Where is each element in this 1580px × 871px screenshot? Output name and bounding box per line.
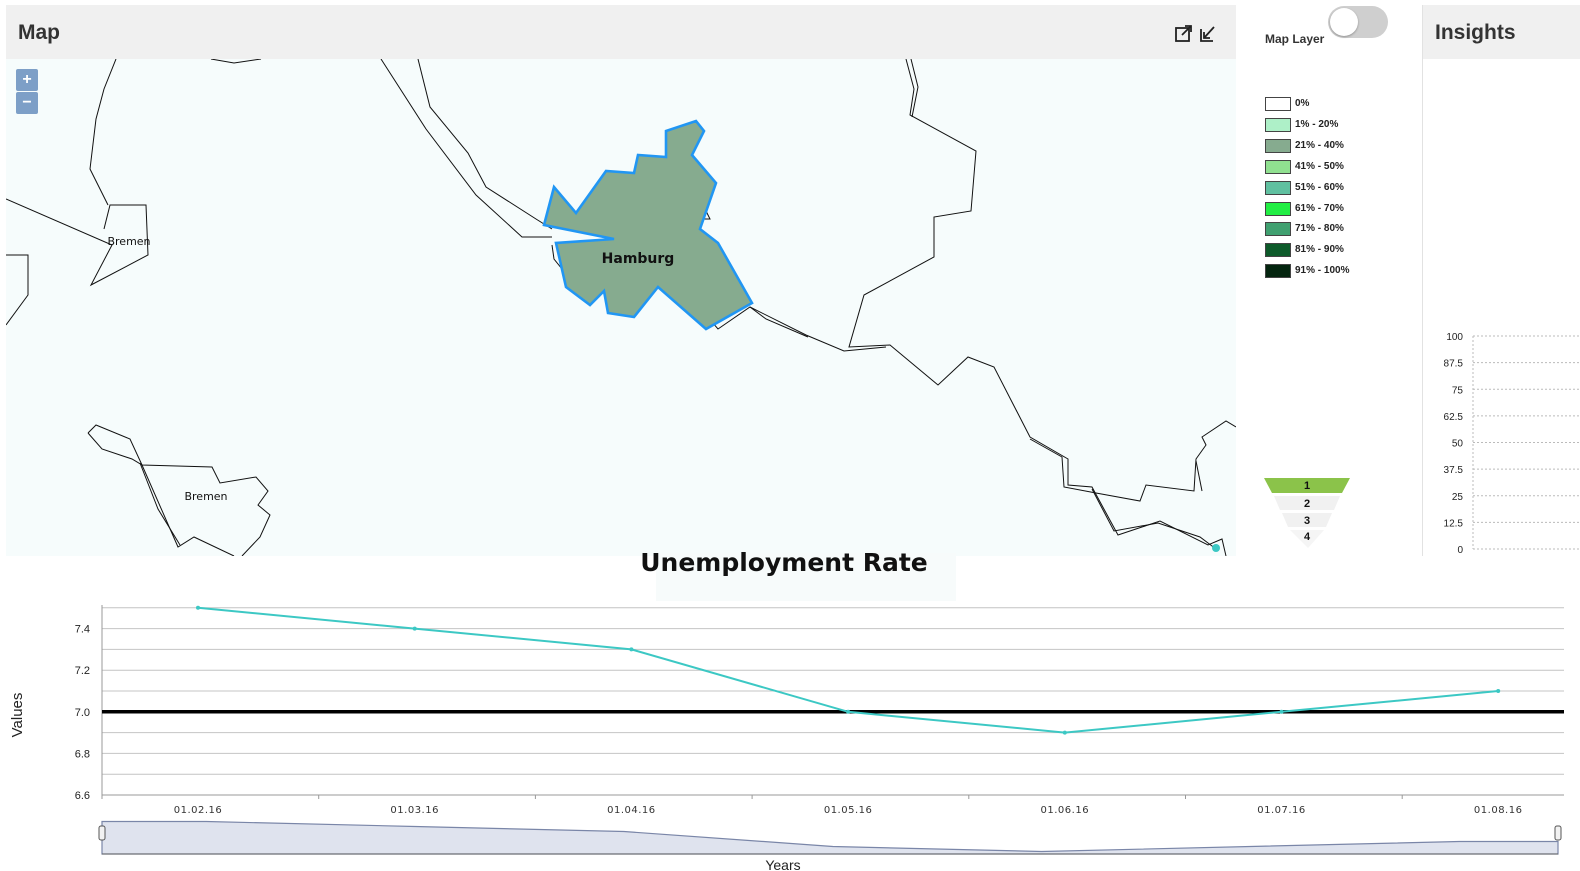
x-tick-label: 01.02.16 (174, 805, 223, 816)
series-point[interactable] (1496, 689, 1501, 693)
funnel-level-3[interactable] (1282, 513, 1332, 527)
funnel-level-4[interactable] (1290, 530, 1324, 548)
map-layer-label: Map Layer (1265, 32, 1325, 46)
map-marker[interactable] (1212, 544, 1220, 552)
legend-swatch (1265, 138, 1291, 153)
insights-header: Insights (1423, 5, 1580, 59)
legend-swatch (1265, 180, 1291, 195)
legend-swatch (1265, 264, 1291, 279)
legend-swatch (1265, 243, 1291, 258)
funnel-label-3: 3 (1304, 515, 1310, 527)
y-tick-label: 6.8 (75, 748, 90, 760)
x-tick-label: 01.06.16 (1041, 805, 1090, 816)
insights-panel: Insights 100 87.5 75 62.5 50 37.5 25 12.5 0 (1422, 5, 1580, 556)
insights-tick-label: 50 (1452, 439, 1464, 450)
map-layer-toggle[interactable] (1328, 6, 1388, 38)
legend-label: 81% - 90% (1295, 244, 1344, 256)
bremen-area-outline (6, 198, 149, 287)
navigator-handle-left[interactable] (98, 825, 106, 841)
map-canvas[interactable]: Hamburg Bremen Bremen (6, 59, 1236, 556)
funnel-label-2: 2 (1304, 498, 1310, 510)
zoom-out-button[interactable]: − (16, 92, 38, 114)
y-tick-label: 6.6 (75, 790, 90, 802)
series-point[interactable] (412, 626, 417, 631)
insights-title: Insights (1435, 21, 1516, 44)
bremen-label-2: Bremen (184, 490, 227, 503)
insights-tick-label: 25 (1452, 492, 1464, 503)
y-tick-label: 7.4 (75, 624, 90, 636)
series-point[interactable] (846, 709, 851, 714)
chart-title-background (656, 553, 956, 601)
insights-tick-label: 12.5 (1444, 518, 1464, 529)
series-point[interactable] (629, 647, 634, 652)
funnel-label-1: 1 (1304, 480, 1310, 492)
bremen-label-1: Bremen (107, 235, 150, 248)
insights-chart: 100 87.5 75 62.5 50 37.5 25 12.5 0 (1444, 332, 1580, 556)
insights-tick-label: 62.5 (1444, 412, 1464, 423)
legend-swatch (1265, 97, 1291, 111)
legend-label: 61% - 70% (1295, 202, 1344, 214)
y-tick-label: 7.2 (75, 665, 90, 677)
legend-swatch (1265, 159, 1291, 174)
series-point[interactable] (1279, 709, 1284, 714)
funnel-label-4: 4 (1304, 531, 1311, 543)
line-chart[interactable]: 6.6 6.8 7.0 7.2 7.4 01.02.16 01.03.16 01.04.16 0… (0, 600, 1580, 871)
x-tick-label: 01.04.16 (607, 805, 656, 816)
x-tick-label: 01.07.16 (1257, 805, 1306, 816)
external-link-icon[interactable] (1174, 24, 1194, 44)
y-tick-label: 7.0 (75, 707, 90, 719)
navigator-area[interactable] (101, 820, 1559, 855)
map-panel: Map (6, 5, 1236, 556)
insights-tick-label: 87.5 (1444, 359, 1464, 370)
legend-swatch (1265, 117, 1291, 132)
navigator-handle-right[interactable] (1554, 825, 1562, 841)
insights-tick-label: 37.5 (1444, 465, 1464, 476)
toggle-knob (1330, 8, 1358, 36)
legend-swatch (1265, 201, 1291, 216)
x-tick-label: 01.08.16 (1474, 805, 1523, 816)
hamburg-region[interactable] (542, 119, 754, 331)
hamburg-label: Hamburg (602, 251, 675, 267)
y-axis-label: Values (9, 693, 26, 738)
series-point[interactable] (196, 605, 200, 610)
chart-title: Unemployment Rate (640, 548, 928, 577)
legend-label: 51% - 60% (1295, 181, 1344, 193)
legend-label: 71% - 80% (1295, 223, 1344, 235)
x-axis-label: Years (765, 857, 800, 871)
x-tick-label: 01.05.16 (824, 805, 873, 816)
insights-tick-label: 100 (1446, 332, 1463, 343)
funnel-level-2[interactable] (1274, 496, 1340, 510)
bremen-region-outline (87, 424, 271, 556)
legend-swatch (1265, 222, 1291, 237)
legend-label: 1% - 20% (1295, 118, 1339, 130)
funnel-level-1[interactable] (1264, 478, 1350, 493)
legend-label: 21% - 40% (1295, 139, 1344, 151)
x-tick-label: 01.03.16 (390, 805, 439, 816)
zoom-in-button[interactable]: + (16, 69, 38, 91)
map-header: Map (6, 5, 1236, 59)
legend-label: 91% - 100% (1295, 265, 1350, 277)
collapse-icon[interactable] (1197, 24, 1217, 44)
insights-tick-label: 75 (1452, 385, 1464, 396)
series-point[interactable] (1062, 730, 1067, 735)
legend-label: 0% (1295, 98, 1310, 109)
map-title: Map (18, 21, 60, 44)
funnel-indicator[interactable]: 1 2 3 4 (1262, 476, 1354, 550)
insights-tick-label: 0 (1457, 545, 1463, 556)
legend-label: 41% - 50% (1295, 160, 1344, 172)
